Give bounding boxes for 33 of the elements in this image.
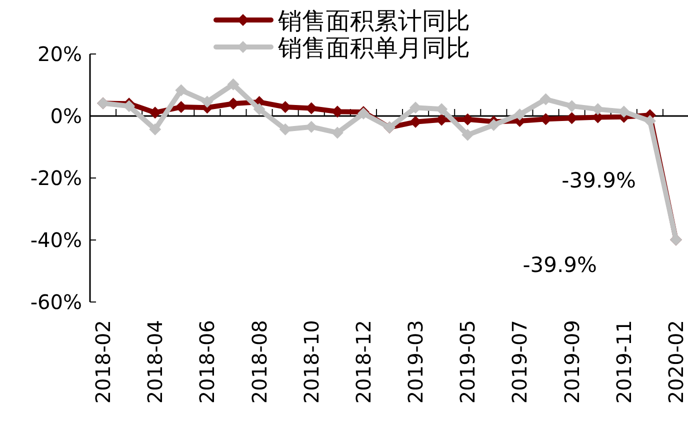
legend-label: 销售面积累计同比 — [277, 7, 470, 35]
x-tick-label: 2018-06 — [195, 320, 220, 404]
x-tick-label: 2018-10 — [299, 320, 324, 404]
x-tick-label: 2018-08 — [247, 320, 272, 404]
point — [253, 103, 266, 116]
point — [175, 84, 188, 96]
annotation: -39.9% — [562, 168, 636, 193]
point — [331, 126, 344, 139]
y-tick-label: -20% — [30, 166, 82, 190]
x-tick-label: 2018-12 — [351, 320, 376, 404]
point — [227, 78, 240, 90]
legend-label: 销售面积单月同比 — [277, 34, 470, 62]
x-tick-label: 2019-11 — [612, 320, 636, 404]
y-tick-label: 0% — [50, 104, 82, 128]
point — [149, 123, 162, 136]
x-tick-label: 2018-02 — [91, 320, 116, 404]
x-tick-label: 2019-05 — [456, 320, 480, 404]
point — [462, 128, 474, 141]
x-tick-label: 2018-04 — [143, 320, 168, 404]
point — [514, 108, 526, 120]
x-tick-label: 2020-02 — [664, 320, 688, 404]
point — [540, 93, 552, 106]
x-tick-label: 2019-07 — [508, 320, 532, 404]
x-tick-label: 2019-09 — [560, 320, 584, 404]
y-tick-label: -40% — [30, 228, 82, 252]
y-tick-label: -60% — [30, 290, 82, 314]
point — [644, 114, 656, 127]
annotation: -39.9% — [522, 253, 597, 277]
y-tick-label: 20% — [38, 42, 82, 66]
x-tick-label: 2019-03 — [404, 320, 428, 404]
point — [488, 118, 500, 131]
point — [201, 96, 214, 108]
point — [149, 106, 162, 119]
